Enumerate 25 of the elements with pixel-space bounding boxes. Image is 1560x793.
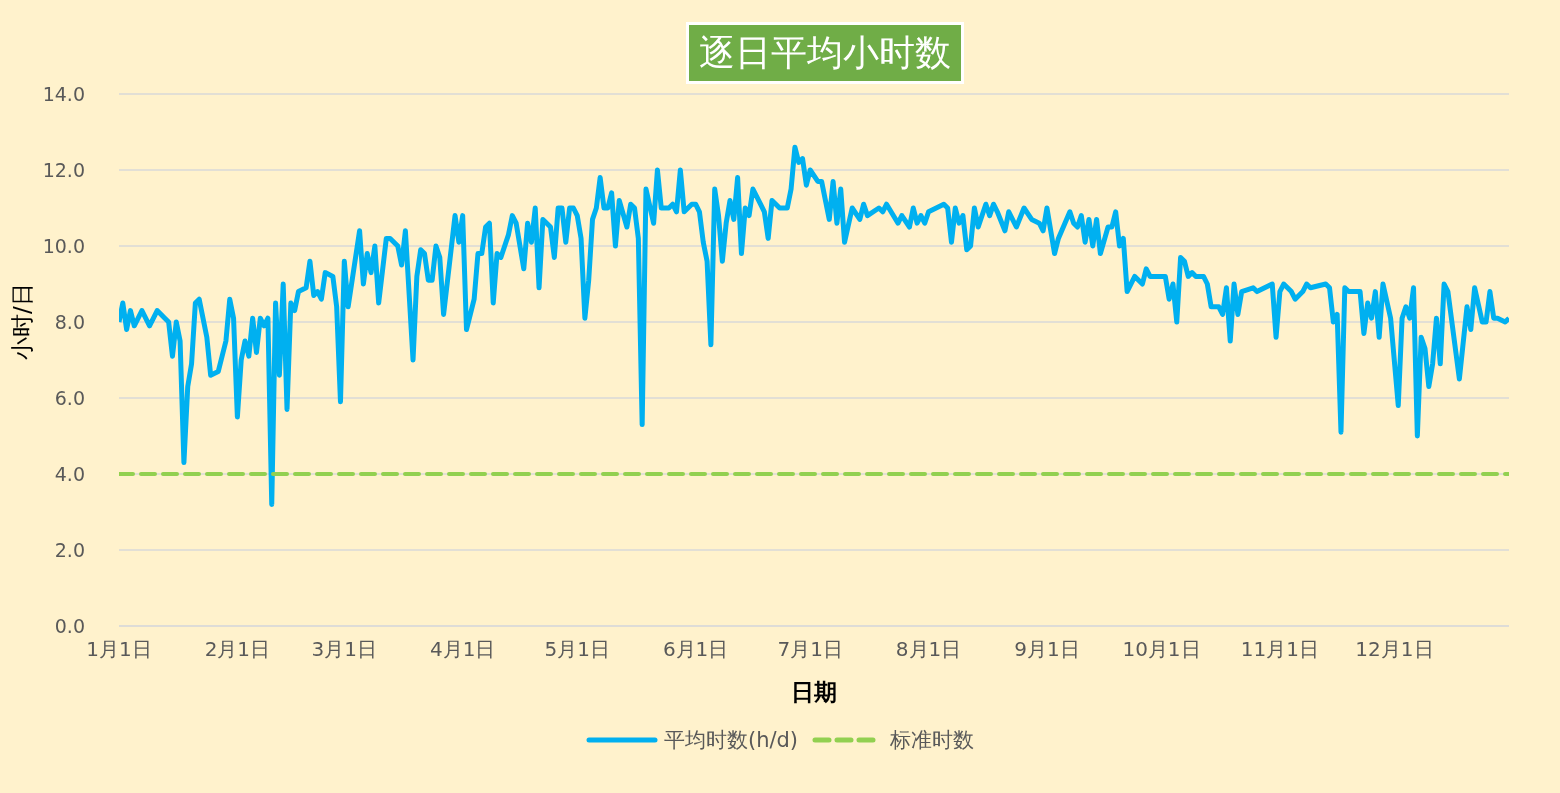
x-tick-label: 3月1日 (311, 637, 378, 662)
x-tick-label: 2月1日 (204, 637, 271, 662)
y-tick-label: 4.0 (54, 462, 85, 485)
x-tick-label: 8月1日 (895, 637, 962, 662)
x-tick-label: 4月1日 (429, 637, 496, 662)
x-tick-label: 12月1日 (1355, 637, 1434, 662)
y-tick-label: 2.0 (54, 538, 85, 561)
x-axis-title: 日期 (791, 679, 837, 705)
x-tick-label: 10月1日 (1122, 637, 1201, 662)
y-tick-label: 8.0 (54, 310, 85, 333)
x-tick-label: 11月1日 (1240, 637, 1319, 662)
x-tick-label: 5月1日 (544, 637, 610, 662)
legend-label: 标准时数 (890, 727, 975, 754)
y-tick-label: 0.0 (54, 614, 85, 637)
y-tick-label: 10.0 (42, 234, 85, 257)
y-tick-label: 14.0 (42, 82, 85, 105)
x-tick-label: 9月1日 (1014, 637, 1080, 662)
chart-title: 逐日平均小时数 (686, 22, 964, 84)
y-tick-label: 12.0 (42, 158, 85, 181)
legend-label: 平均时数(h/d) (663, 727, 799, 754)
y-tick-label: 6.0 (54, 386, 85, 409)
y-axis-title: 小时/日 (9, 283, 36, 360)
x-tick-label: 6月1日 (662, 637, 729, 662)
x-tick-label: 7月1日 (777, 637, 843, 662)
x-tick-label: 1月1日 (86, 637, 152, 662)
